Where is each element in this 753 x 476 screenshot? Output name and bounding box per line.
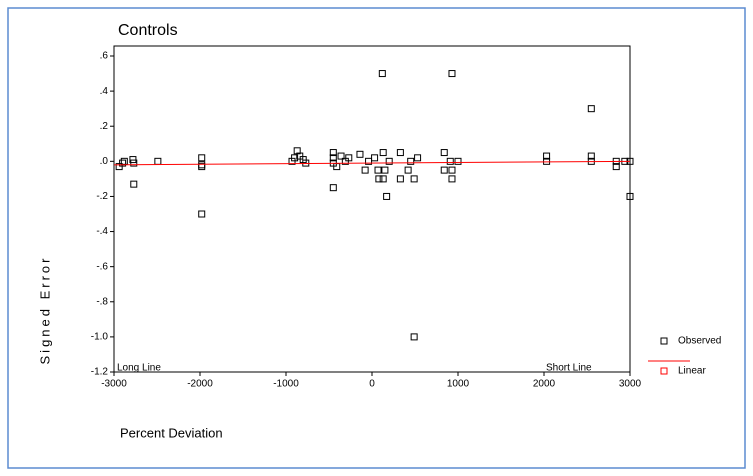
data-point [410,333,418,341]
legend-label: Linear [678,366,706,377]
y-tick-label: -.2 [96,191,108,202]
data-point [385,157,393,165]
data-point [198,163,206,171]
data-point [329,154,337,162]
data-point [396,149,404,157]
data-point [543,157,551,165]
data-point [396,175,404,183]
data-point [374,166,382,174]
data-point [375,175,383,183]
data-point [291,154,299,162]
data-point [337,152,345,160]
data-point [612,163,620,171]
y-axis-label: Signed Error [37,256,52,365]
data-point [448,70,456,78]
data-point [371,154,379,162]
x-tick-label: -2000 [187,379,213,390]
data-point [329,149,337,157]
data-point [381,166,389,174]
x-tick-label: -1000 [273,379,299,390]
data-point [414,154,422,162]
data-point [407,157,415,165]
y-tick-label: -.8 [96,296,108,307]
data-point [129,156,137,164]
y-tick-label: .4 [100,86,109,97]
data-point [410,175,418,183]
x-tick-label: 2000 [533,379,556,390]
data-point [198,154,206,162]
fit-line [113,160,631,166]
data-point [329,184,337,192]
data-point [587,152,595,160]
data-point [130,180,138,188]
y-tick-label: .2 [100,121,109,132]
data-point [378,70,386,78]
y-tick-label: -1.2 [91,367,109,378]
legend-marker [660,337,668,345]
data-point [454,157,462,165]
data-point [130,159,138,167]
annotation: Short Line [546,363,592,374]
data-point [440,166,448,174]
data-point [626,192,634,200]
y-tick-label: .0 [100,156,109,167]
data-point [448,175,456,183]
y-tick-label: -.6 [96,261,108,272]
data-point [379,175,387,183]
chart-title: Controls [118,22,178,39]
data-point [587,105,595,113]
data-point [365,157,373,165]
legend-marker [660,367,668,375]
data-point [383,192,391,200]
x-axis-label: Percent Deviation [120,425,223,440]
data-point [379,149,387,157]
x-tick-label: -3000 [101,379,127,390]
x-tick-label: 3000 [619,379,642,390]
y-tick-label: -1.0 [91,332,109,343]
data-point [404,166,412,174]
data-point [446,157,454,165]
data-point [119,159,127,167]
y-tick-label: -.4 [96,226,108,237]
data-point [198,210,206,218]
data-point [345,154,353,162]
x-tick-label: 0 [369,379,375,390]
data-point [440,149,448,157]
annotation: Long Line [117,363,161,374]
legend-label: Observed [678,336,721,347]
data-point [356,150,364,158]
data-point [361,166,369,174]
data-point [543,152,551,160]
border [7,7,746,469]
y-tick-label: .6 [100,51,109,62]
data-point [448,166,456,174]
x-tick-label: 1000 [447,379,470,390]
